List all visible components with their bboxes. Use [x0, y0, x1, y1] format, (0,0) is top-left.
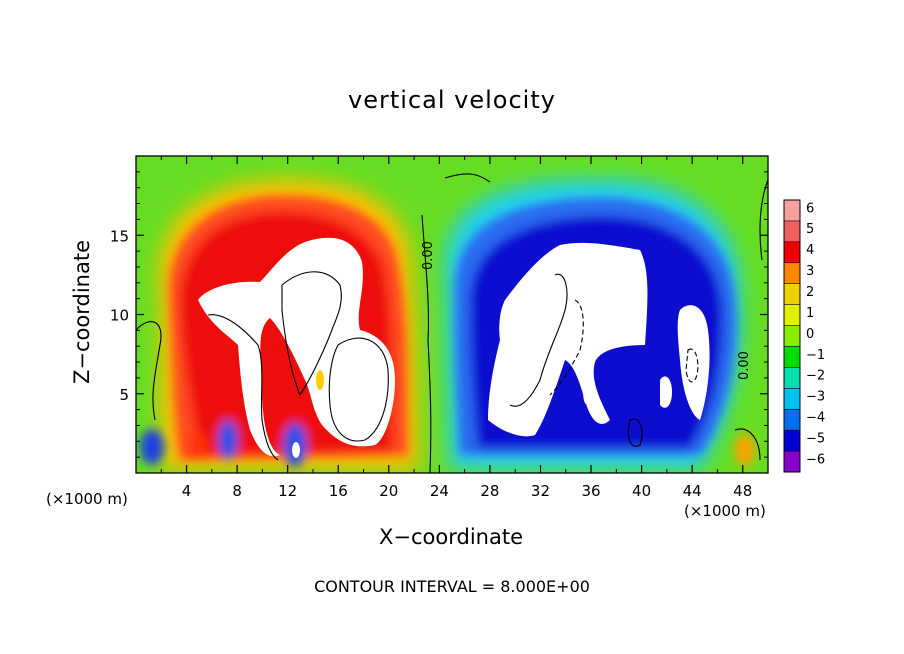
colorbar-label: 1: [806, 306, 814, 321]
x-unit-label-right: (×1000 m): [684, 502, 766, 520]
y-tick-label: 5: [119, 386, 129, 404]
colorbar-swatch: [784, 451, 800, 473]
contour-lines: [135, 173, 769, 474]
colorbar-label: −6: [806, 452, 825, 467]
x-tick-label: 4: [182, 482, 192, 500]
x-tick-label: 36: [581, 482, 600, 500]
colorbar-swatch: [784, 200, 800, 222]
x-tick-label: 44: [683, 482, 702, 500]
contour-labels: 0.00 0.00: [421, 241, 752, 380]
heatmap-field: [136, 156, 768, 473]
colorbar-swatch: [784, 409, 800, 431]
colorbar-label: −1: [806, 348, 825, 363]
colorbar-label: 2: [806, 285, 814, 300]
colorbar-swatch: [784, 367, 800, 389]
y-axis: 5 10 15: [110, 171, 768, 458]
colorbar-label: −2: [806, 369, 825, 384]
contour-label: 0.00: [737, 351, 752, 380]
colorbar-label: 0: [806, 327, 814, 342]
x-tick-label: 8: [232, 482, 242, 500]
y-tick-label: 10: [110, 307, 129, 325]
x-tick-label: 12: [278, 482, 297, 500]
chart-title: vertical velocity: [348, 86, 556, 114]
x-tick-label: 20: [379, 482, 398, 500]
x-tick-label: 28: [480, 482, 499, 500]
y-axis-title: Z−coordinate: [70, 240, 94, 384]
colorbar-label: −3: [806, 390, 825, 405]
colorbar-swatch: [784, 325, 800, 347]
colorbar-label: 3: [806, 264, 814, 279]
x-tick-label: 40: [632, 482, 651, 500]
x-tick-label: 24: [430, 482, 449, 500]
colorbar: 6 5 4 3 2 1 0 −1 −2 −3 −4 −5 −6: [783, 199, 825, 473]
colorbar-swatch: [784, 346, 800, 368]
contour-label: 0.00: [421, 241, 436, 270]
x-axis-title: X−coordinate: [379, 525, 523, 549]
colorbar-swatch: [784, 388, 800, 410]
colorbar-swatch: [784, 241, 800, 264]
colorbar-label: −4: [806, 411, 825, 426]
colorbar-label: 5: [806, 222, 814, 237]
colorbar-swatch: [784, 304, 800, 327]
colorbar-swatch: [784, 430, 800, 452]
colorbar-swatch: [784, 220, 800, 243]
colorbar-label: −5: [806, 431, 825, 446]
x-tick-label: 16: [329, 482, 348, 500]
y-tick-label: 15: [110, 227, 129, 245]
x-axis: 4 8 12 16 20 24 28 32 36 40 44 48: [160, 156, 752, 500]
colorbar-label: 4: [806, 243, 814, 258]
colorbar-swatch: [784, 262, 800, 285]
contour-interval-note: CONTOUR INTERVAL = 8.000E+00: [314, 577, 590, 596]
colorbar-swatch: [784, 283, 800, 306]
x-unit-label-left: (×1000 m): [46, 490, 128, 508]
x-tick-label: 32: [531, 482, 550, 500]
colorbar-label: 6: [806, 201, 814, 216]
x-tick-label: 48: [733, 482, 752, 500]
